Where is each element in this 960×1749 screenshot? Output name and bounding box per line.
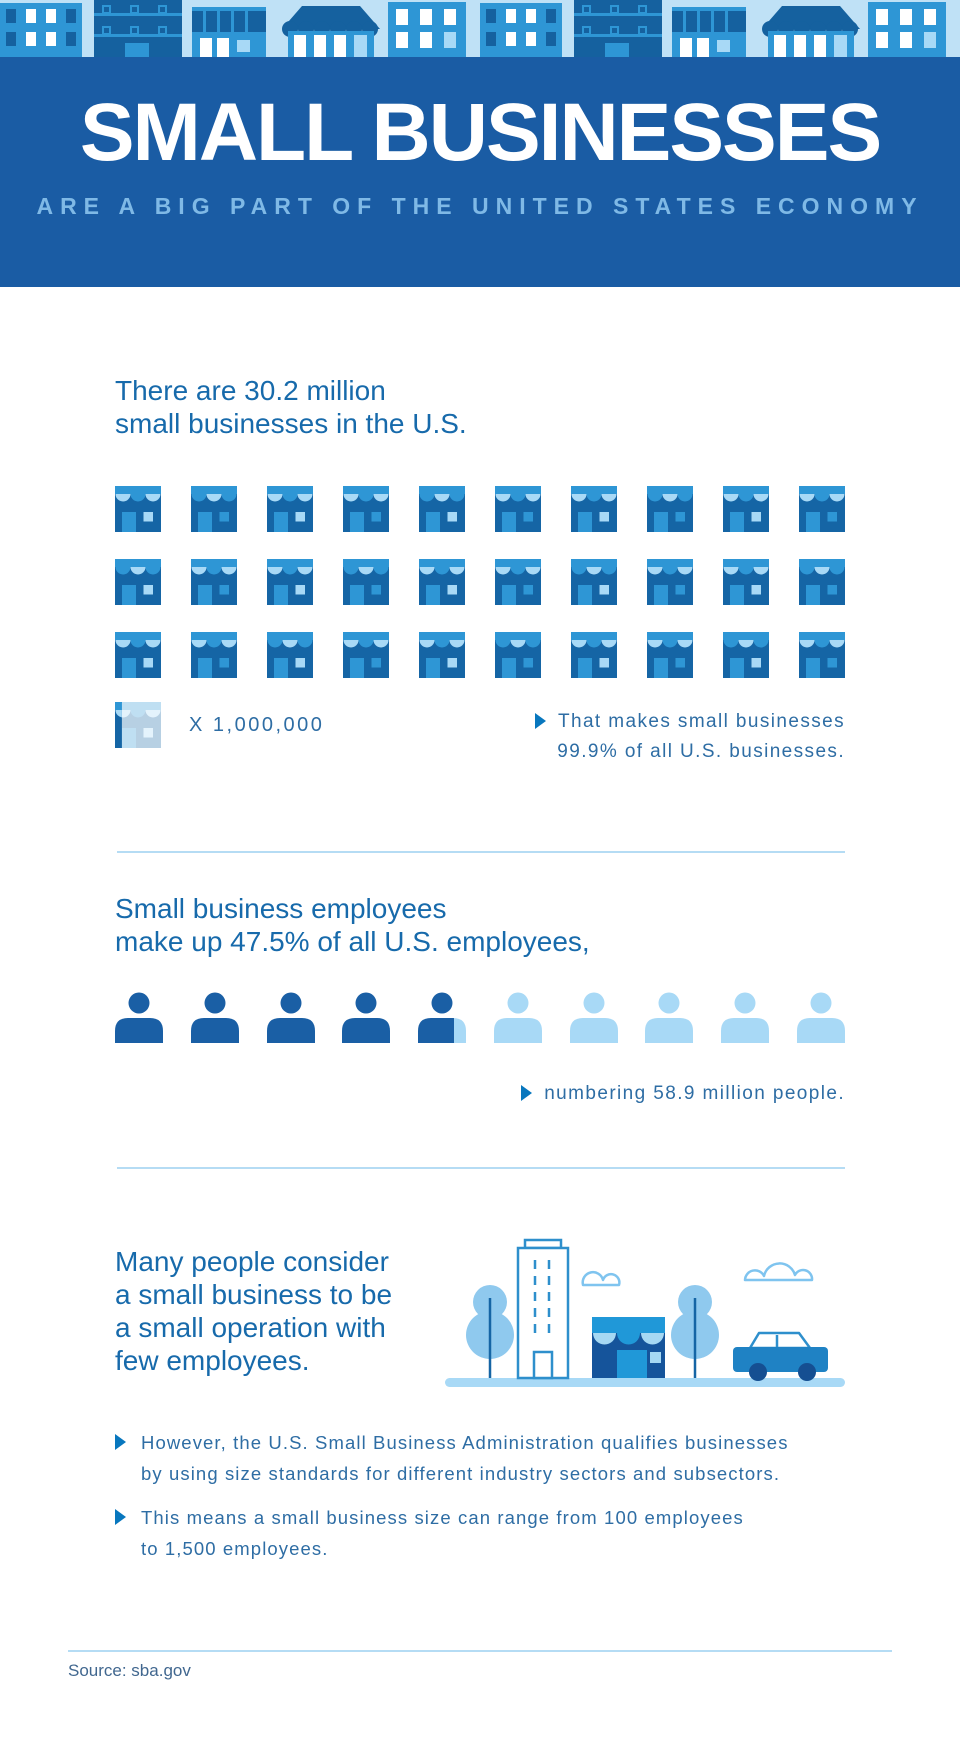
storefront-icon (799, 486, 845, 532)
street-scene-illustration (445, 1238, 845, 1387)
storefront-icon (495, 486, 541, 532)
arrow-bullet-icon (115, 1509, 126, 1525)
bullet1-line1: However, the U.S. Small Business Adminis… (141, 1432, 789, 1453)
section2-fact: numbering 58.9 million people. (445, 1079, 845, 1109)
storefront-icon (723, 632, 769, 678)
arrow-bullet-icon (534, 713, 546, 729)
storefront-icon (419, 632, 465, 678)
storefront-icon (191, 632, 237, 678)
legend-label: X 1,000,000 (189, 713, 325, 736)
office-tower-icon (516, 1238, 570, 1380)
storefront-pictograph (115, 486, 845, 678)
bullet2-line2: to 1,500 employees. (141, 1538, 329, 1559)
storefront-icon (723, 486, 769, 532)
storefront-icon (799, 632, 845, 678)
person-icon (266, 992, 315, 1043)
person-icon (418, 992, 467, 1043)
cloud-icon (581, 1271, 621, 1287)
arrow-bullet-icon (521, 1085, 533, 1101)
storefront-icon (191, 486, 237, 532)
section1-heading-line1: There are 30.2 million (115, 375, 386, 406)
storefront-icon (799, 559, 845, 605)
storefront-icon (267, 632, 313, 678)
section2-fact-line1: numbering 58.9 million people. (544, 1083, 845, 1104)
section1-heading-line2: small businesses in the U.S. (115, 408, 467, 439)
ground-line (445, 1378, 845, 1387)
pictograph-legend: X 1,000,000 (115, 702, 324, 748)
person-icon (190, 992, 239, 1043)
tree-icon (466, 1285, 514, 1378)
storefront-icon (419, 559, 465, 605)
person-icon (342, 992, 391, 1043)
storefront-icon (647, 632, 693, 678)
storefront-icon (723, 559, 769, 605)
section3-heading-line4: few employees. (115, 1345, 310, 1376)
person-icon (115, 992, 163, 1043)
bullet-item: However, the U.S. Small Business Adminis… (115, 1427, 875, 1489)
storefront-icon (115, 486, 161, 532)
cloud-icon (743, 1262, 814, 1282)
city-skyline-illustration (0, 0, 960, 57)
storefront-icon (343, 559, 389, 605)
storefront-icon (267, 559, 313, 605)
bullet2-line1: This means a small business size can ran… (141, 1507, 744, 1528)
person-icon (569, 992, 618, 1043)
storefront-icon (419, 486, 465, 532)
section3-heading: Many people consider a small business to… (115, 1245, 392, 1377)
storefront-icon (647, 559, 693, 605)
arrow-bullet-icon (115, 1434, 126, 1450)
header-banner: SMALL BUSINESSES ARE A BIG PART OF THE U… (0, 57, 960, 287)
person-icon (493, 992, 542, 1043)
storefront-icon (343, 632, 389, 678)
storefront-icon (343, 486, 389, 532)
tree-icon (671, 1285, 719, 1378)
storefront-icon (267, 486, 313, 532)
storefront-icon-faded (115, 702, 161, 748)
page-title: SMALL BUSINESSES (79, 87, 882, 178)
bullet-item: This means a small business size can ran… (115, 1502, 875, 1564)
storefront-icon (115, 559, 161, 605)
storefront-partial-icon (115, 702, 161, 748)
storefront-icon (191, 559, 237, 605)
storefront-shop-icon (592, 1317, 665, 1378)
page-subtitle: ARE A BIG PART OF THE UNITED STATES ECON… (36, 193, 924, 219)
storefront-icon (495, 632, 541, 678)
storefront-icon (571, 632, 617, 678)
bullet1-line2: by using size standards for different in… (141, 1463, 781, 1484)
storefront-icon-sliver (115, 702, 122, 748)
storefront-icon (115, 702, 122, 748)
section1-fact-line2: 99.9% of all U.S. businesses. (557, 741, 845, 762)
section1-heading: There are 30.2 million small businesses … (115, 374, 467, 440)
footer-divider (68, 1650, 892, 1652)
section-divider (117, 1167, 845, 1169)
person-icon (645, 992, 694, 1043)
section2-heading-line2: make up 47.5% of all U.S. employees, (115, 926, 590, 957)
storefront-icon (571, 486, 617, 532)
section3-heading-line1: Many people consider (115, 1246, 389, 1277)
storefront-icon (115, 632, 161, 678)
section3-heading-line2: a small business to be (115, 1279, 393, 1310)
section3-heading-line3: a small operation with (115, 1312, 386, 1343)
section1-fact: That makes small businesses 99.9% of all… (445, 707, 845, 767)
section-divider (117, 851, 845, 853)
employee-pictograph (115, 992, 845, 1043)
storefront-icon (495, 559, 541, 605)
storefront-icon (647, 486, 693, 532)
storefront-icon (571, 559, 617, 605)
section2-heading: Small business employees make up 47.5% o… (115, 892, 590, 958)
person-icon (796, 992, 845, 1043)
storefront-icon (115, 702, 161, 748)
section2-heading-line1: Small business employees (115, 893, 447, 924)
section1-fact-line1: That makes small businesses (557, 711, 845, 732)
source-credit: Source: sba.gov (68, 1661, 191, 1680)
person-icon (721, 992, 770, 1043)
car-icon (733, 1331, 828, 1381)
